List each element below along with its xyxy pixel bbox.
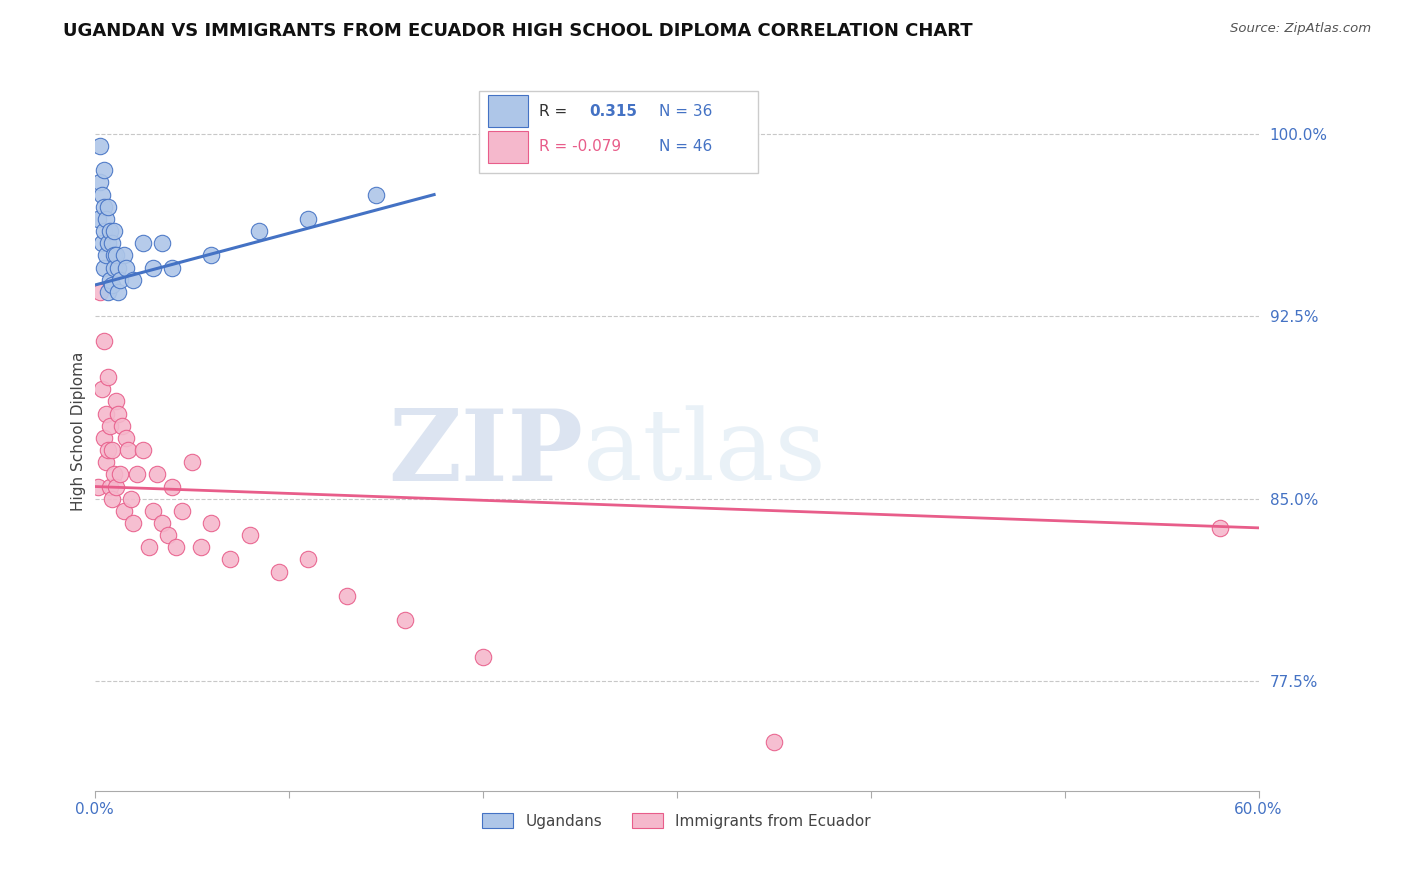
- Point: [219, 552, 242, 566]
- Point: [91, 236, 114, 251]
- Point: [132, 236, 155, 251]
- Point: [93, 200, 115, 214]
- Point: [120, 491, 142, 506]
- Point: [96, 248, 118, 262]
- Point: [132, 443, 155, 458]
- Point: [96, 407, 118, 421]
- Point: [91, 382, 114, 396]
- Point: [98, 273, 121, 287]
- Point: [101, 491, 124, 506]
- Point: [165, 541, 187, 555]
- Point: [93, 431, 115, 445]
- Point: [152, 516, 174, 530]
- Point: [107, 260, 129, 275]
- Point: [122, 516, 145, 530]
- Point: [103, 248, 125, 262]
- Point: [104, 394, 127, 409]
- Point: [364, 187, 387, 202]
- Point: [108, 273, 131, 287]
- Point: [93, 224, 115, 238]
- FancyBboxPatch shape: [488, 131, 527, 162]
- Text: atlas: atlas: [583, 405, 827, 501]
- Point: [112, 504, 135, 518]
- Text: Source: ZipAtlas.com: Source: ZipAtlas.com: [1230, 22, 1371, 36]
- Point: [160, 479, 183, 493]
- Point: [180, 455, 202, 469]
- Point: [112, 248, 135, 262]
- Text: N = 36: N = 36: [659, 103, 713, 119]
- Point: [142, 260, 165, 275]
- Point: [104, 479, 127, 493]
- Point: [107, 407, 129, 421]
- Point: [471, 649, 494, 664]
- Point: [107, 285, 129, 299]
- Point: [117, 443, 139, 458]
- Point: [127, 467, 149, 482]
- Point: [249, 224, 271, 238]
- Point: [190, 541, 212, 555]
- Point: [394, 613, 416, 627]
- Point: [200, 516, 222, 530]
- Point: [762, 735, 785, 749]
- Point: [145, 467, 167, 482]
- Point: [101, 277, 124, 292]
- Point: [101, 236, 124, 251]
- Point: [96, 455, 118, 469]
- Point: [114, 260, 136, 275]
- Point: [200, 248, 222, 262]
- Legend: Ugandans, Immigrants from Ecuador: Ugandans, Immigrants from Ecuador: [477, 806, 877, 835]
- Point: [103, 224, 125, 238]
- Point: [138, 541, 160, 555]
- Point: [93, 260, 115, 275]
- Point: [267, 565, 290, 579]
- Point: [98, 418, 121, 433]
- Point: [1209, 521, 1232, 535]
- Text: N = 46: N = 46: [659, 139, 713, 154]
- Point: [101, 443, 124, 458]
- Point: [98, 479, 121, 493]
- Point: [89, 139, 111, 153]
- Point: [239, 528, 262, 542]
- Point: [89, 176, 111, 190]
- Point: [91, 187, 114, 202]
- Point: [103, 467, 125, 482]
- Point: [103, 260, 125, 275]
- Point: [87, 479, 110, 493]
- FancyBboxPatch shape: [488, 95, 527, 127]
- Point: [142, 504, 165, 518]
- Point: [97, 285, 120, 299]
- FancyBboxPatch shape: [478, 91, 758, 173]
- Text: UGANDAN VS IMMIGRANTS FROM ECUADOR HIGH SCHOOL DIPLOMA CORRELATION CHART: UGANDAN VS IMMIGRANTS FROM ECUADOR HIGH …: [63, 22, 973, 40]
- Point: [93, 334, 115, 348]
- Point: [97, 443, 120, 458]
- Point: [114, 431, 136, 445]
- Point: [108, 467, 131, 482]
- Point: [87, 211, 110, 226]
- Point: [122, 273, 145, 287]
- Point: [336, 589, 359, 603]
- Point: [157, 528, 180, 542]
- Point: [97, 370, 120, 384]
- Text: R = -0.079: R = -0.079: [540, 139, 621, 154]
- Point: [111, 418, 134, 433]
- Point: [98, 224, 121, 238]
- Point: [97, 200, 120, 214]
- Point: [160, 260, 183, 275]
- Text: ZIP: ZIP: [388, 405, 583, 502]
- Point: [297, 211, 319, 226]
- Point: [89, 285, 111, 299]
- Y-axis label: High School Diploma: High School Diploma: [72, 352, 86, 511]
- Point: [152, 236, 174, 251]
- Point: [97, 236, 120, 251]
- Point: [170, 504, 193, 518]
- Point: [96, 211, 118, 226]
- Point: [93, 163, 115, 178]
- Text: R =: R =: [540, 103, 568, 119]
- Point: [297, 552, 319, 566]
- Point: [104, 248, 127, 262]
- Text: 0.315: 0.315: [589, 103, 637, 119]
